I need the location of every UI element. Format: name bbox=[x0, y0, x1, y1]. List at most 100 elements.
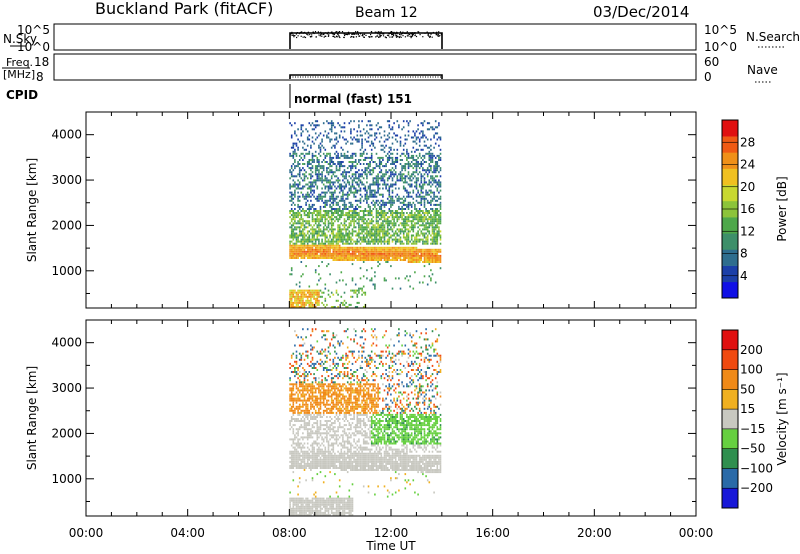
velocity-cell bbox=[300, 344, 303, 347]
power-cell bbox=[428, 212, 431, 214]
velocity-cell bbox=[324, 436, 327, 439]
power-cell bbox=[375, 136, 378, 139]
power-cell bbox=[433, 226, 435, 229]
velocity-cell bbox=[303, 375, 306, 378]
power-cell bbox=[313, 203, 315, 206]
power-cell bbox=[342, 236, 344, 239]
power-cell bbox=[313, 218, 315, 221]
power-cell bbox=[436, 259, 439, 261]
power-cell bbox=[390, 252, 392, 255]
nsearch-point bbox=[406, 35, 408, 37]
power-cell bbox=[300, 187, 303, 190]
velocity-cell bbox=[305, 450, 307, 453]
power-cell bbox=[289, 122, 291, 125]
velocity-cell bbox=[311, 467, 314, 469]
power-cell bbox=[406, 250, 408, 253]
power-cell bbox=[412, 230, 415, 233]
power-cell bbox=[434, 199, 437, 202]
power-cell bbox=[388, 154, 391, 157]
power-cell bbox=[439, 238, 442, 241]
velocity-cell bbox=[324, 456, 327, 459]
power-cell bbox=[318, 257, 320, 259]
power-cell bbox=[434, 167, 437, 170]
power-cell bbox=[382, 195, 384, 198]
power-cell bbox=[306, 297, 309, 300]
power-cell bbox=[313, 220, 315, 223]
power-cell bbox=[420, 230, 423, 233]
power-cell bbox=[358, 138, 360, 141]
nsearch-tick-top: 10^5 bbox=[704, 23, 737, 37]
power-cell bbox=[303, 240, 306, 243]
velocity-cell bbox=[321, 458, 323, 461]
power-cell bbox=[415, 214, 418, 217]
power-cell bbox=[298, 301, 301, 304]
velocity-cell bbox=[292, 450, 295, 453]
power-cell bbox=[436, 240, 439, 243]
power-cell bbox=[375, 232, 378, 235]
power-cell bbox=[294, 232, 296, 235]
power-cell bbox=[410, 220, 413, 223]
velocity-cell bbox=[311, 418, 314, 420]
velocity-cell bbox=[324, 509, 327, 512]
power-cell bbox=[359, 242, 362, 245]
velocity-cell bbox=[292, 465, 295, 467]
power-cell bbox=[370, 232, 373, 235]
power-cell bbox=[364, 208, 367, 210]
power-cell bbox=[316, 218, 319, 221]
power-cell bbox=[305, 240, 307, 243]
power-cell bbox=[361, 220, 363, 223]
power-cell bbox=[318, 254, 320, 257]
power-cell bbox=[354, 283, 357, 286]
power-cell bbox=[297, 205, 299, 208]
power-cell bbox=[385, 163, 387, 165]
velocity-cell bbox=[310, 364, 312, 367]
power-cell bbox=[414, 226, 416, 229]
power-cell bbox=[407, 152, 410, 155]
power-cell bbox=[369, 212, 371, 214]
power-cell bbox=[414, 218, 416, 221]
power-cell bbox=[423, 275, 426, 278]
power-cell bbox=[289, 195, 291, 198]
power-cell bbox=[306, 230, 309, 233]
power-cell bbox=[375, 226, 378, 229]
velocity-cell bbox=[290, 418, 293, 420]
power-cell bbox=[374, 226, 376, 229]
power-cell bbox=[394, 159, 397, 161]
velocity-cell bbox=[295, 507, 298, 510]
power-cell bbox=[372, 246, 375, 249]
power-cell bbox=[338, 248, 341, 251]
velocity-cell bbox=[292, 352, 295, 355]
power-cell bbox=[324, 297, 327, 300]
power-cell bbox=[334, 208, 336, 210]
velocity-cell bbox=[322, 462, 325, 465]
power-cell bbox=[434, 259, 437, 261]
nsearch-point bbox=[292, 34, 294, 36]
velocity-cell bbox=[313, 399, 315, 402]
power-cell bbox=[327, 199, 330, 202]
velocity-cell bbox=[311, 426, 314, 429]
power-cell bbox=[367, 222, 370, 225]
velocity-cell bbox=[322, 428, 325, 431]
power-cell bbox=[319, 146, 322, 149]
power-cell bbox=[322, 169, 325, 172]
power-cell bbox=[430, 144, 432, 147]
velocity-cell bbox=[289, 456, 291, 459]
power-cell bbox=[359, 187, 362, 190]
velocity-cell bbox=[321, 501, 323, 504]
power-cell bbox=[324, 228, 327, 231]
power-cell bbox=[438, 185, 440, 188]
power-cell bbox=[303, 173, 306, 176]
power-cell bbox=[292, 144, 295, 147]
power-cell bbox=[374, 257, 376, 259]
power-cell bbox=[364, 248, 367, 251]
power-cell bbox=[295, 212, 298, 214]
velocity-cell bbox=[305, 385, 307, 388]
power-cell bbox=[430, 252, 432, 255]
power-cell bbox=[380, 193, 383, 196]
power-cell bbox=[423, 199, 426, 202]
power-cell bbox=[306, 254, 309, 257]
velocity-cell bbox=[319, 514, 322, 516]
velocity-cell bbox=[308, 505, 311, 508]
power-cell bbox=[399, 246, 402, 249]
power-cell bbox=[351, 277, 354, 280]
